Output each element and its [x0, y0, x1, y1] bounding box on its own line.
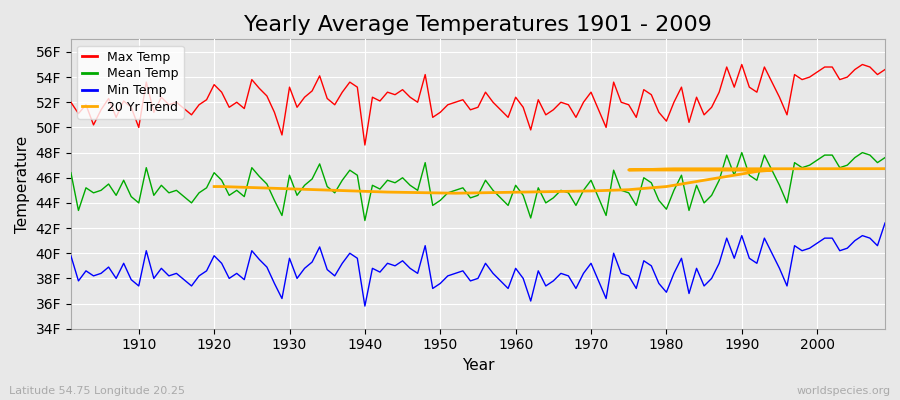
- X-axis label: Year: Year: [462, 358, 494, 373]
- Text: Latitude 54.75 Longitude 20.25: Latitude 54.75 Longitude 20.25: [9, 386, 185, 396]
- Legend: Max Temp, Mean Temp, Min Temp, 20 Yr Trend: Max Temp, Mean Temp, Min Temp, 20 Yr Tre…: [77, 46, 184, 119]
- Y-axis label: Temperature: Temperature: [15, 136, 30, 233]
- Title: Yearly Average Temperatures 1901 - 2009: Yearly Average Temperatures 1901 - 2009: [244, 15, 712, 35]
- Text: worldspecies.org: worldspecies.org: [796, 386, 891, 396]
